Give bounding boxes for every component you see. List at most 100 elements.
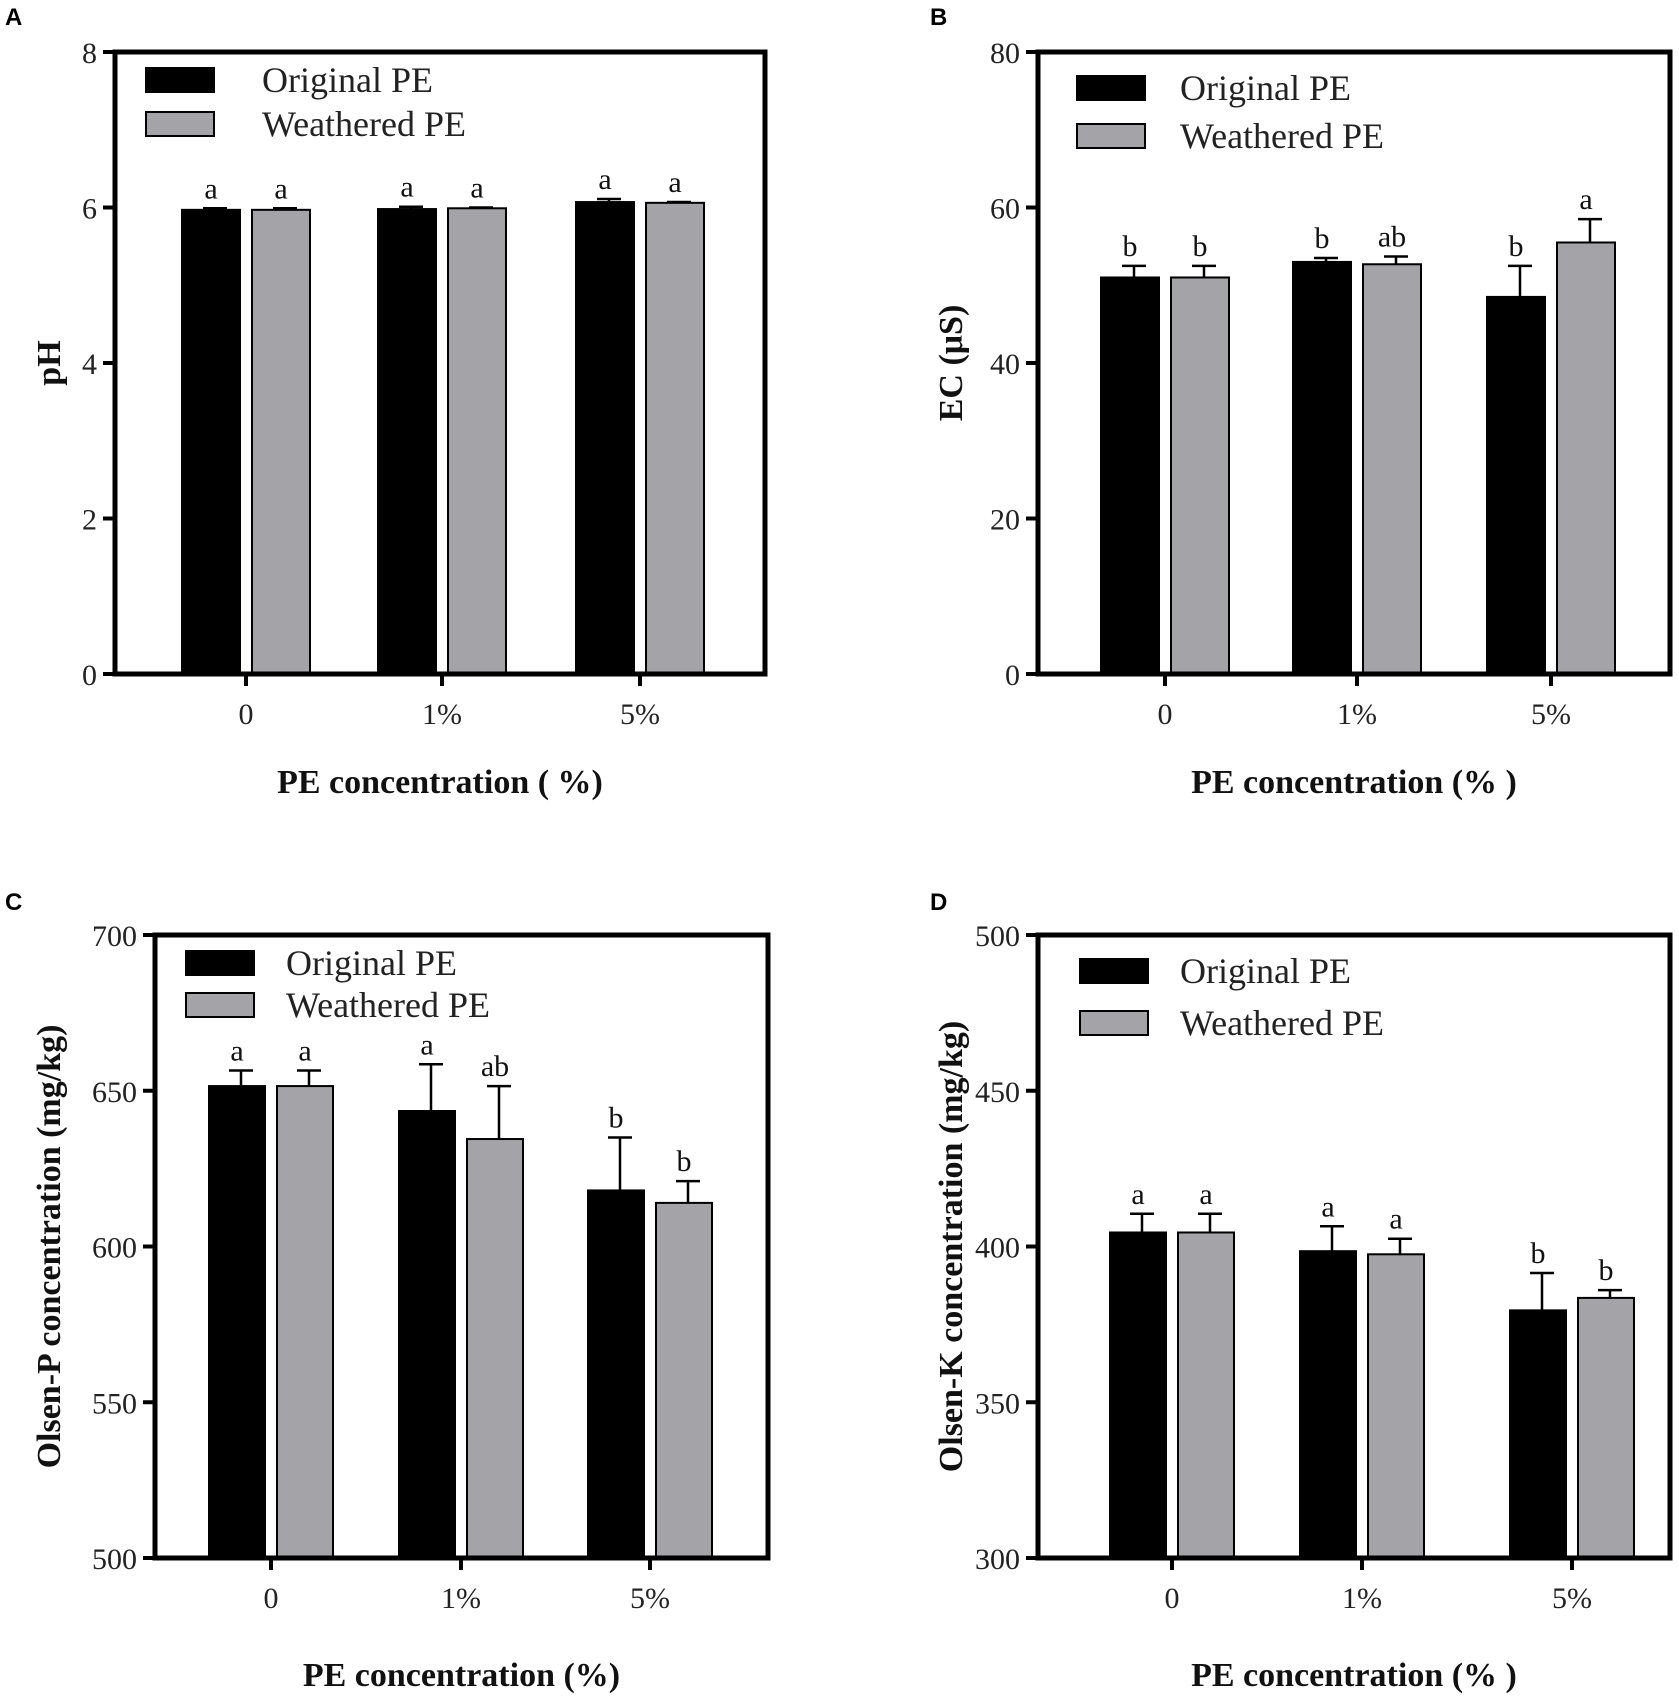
x-axis-title: PE concentration (%) bbox=[303, 1657, 620, 1694]
bar bbox=[208, 1085, 266, 1559]
bar bbox=[1109, 1231, 1167, 1560]
chart-panel-b: Bb b b b ab a 0 20 40 60 80 0 1% 5% PE concentration (… bbox=[930, 4, 1673, 801]
bar bbox=[181, 208, 241, 676]
significance-letter: a bbox=[400, 171, 413, 204]
bar bbox=[251, 208, 311, 676]
significance-letter: ab bbox=[481, 1050, 509, 1083]
bar bbox=[1177, 1231, 1235, 1560]
y-tick-label: 80 bbox=[990, 37, 1020, 70]
significance-letter: b bbox=[677, 1145, 692, 1178]
y-tick-label: 4 bbox=[82, 348, 97, 381]
x-tick-label: 0 bbox=[1158, 698, 1173, 731]
legend-label: Weathered PE bbox=[1180, 1003, 1384, 1043]
y-tick-label: 500 bbox=[92, 1543, 137, 1576]
bar bbox=[1367, 1253, 1425, 1559]
significance-letter: b bbox=[1193, 230, 1208, 263]
y-tick-label: 400 bbox=[975, 1232, 1020, 1265]
y-tick-label: 0 bbox=[1005, 659, 1020, 692]
legend-label: Original PE bbox=[1180, 68, 1351, 108]
significance-letter: b bbox=[1123, 230, 1138, 263]
x-tick-label: 5% bbox=[630, 1582, 670, 1615]
x-tick-label: 0 bbox=[264, 1582, 279, 1615]
significance-letter: a bbox=[1321, 1190, 1334, 1223]
x-axis-title: PE concentration (% ) bbox=[1191, 764, 1517, 801]
significance-letter: a bbox=[230, 1035, 243, 1068]
bar bbox=[447, 207, 507, 675]
legend-swatch bbox=[185, 950, 255, 976]
panel-label: B bbox=[930, 4, 947, 31]
error-bar bbox=[1598, 1288, 1622, 1298]
x-tick-label: 1% bbox=[422, 698, 462, 731]
y-tick-label: 300 bbox=[975, 1543, 1020, 1576]
y-tick-label: 6 bbox=[82, 193, 97, 226]
error-bar bbox=[1130, 1212, 1154, 1233]
bar bbox=[1577, 1296, 1635, 1559]
y-tick-label: 450 bbox=[975, 1076, 1020, 1109]
error-bar bbox=[1530, 1271, 1554, 1311]
y-tick-label: 350 bbox=[975, 1387, 1020, 1420]
y-tick-label: 600 bbox=[92, 1232, 137, 1265]
bar bbox=[575, 201, 635, 675]
legend-swatch bbox=[1076, 75, 1146, 101]
bar bbox=[645, 201, 705, 676]
bar bbox=[587, 1189, 645, 1560]
bar bbox=[1100, 276, 1160, 675]
legend-label: Original PE bbox=[286, 943, 457, 983]
legend-label: Original PE bbox=[262, 60, 433, 100]
bar bbox=[655, 1201, 713, 1559]
significance-letter: a bbox=[1389, 1203, 1402, 1236]
y-tick-label: 650 bbox=[92, 1076, 137, 1109]
error-bar bbox=[469, 206, 493, 209]
x-tick-label: 1% bbox=[1342, 1582, 1382, 1615]
x-tick-label: 0 bbox=[1165, 1582, 1180, 1615]
y-tick-label: 20 bbox=[990, 504, 1020, 537]
y-tick-label: 500 bbox=[975, 920, 1020, 953]
error-bar bbox=[667, 200, 691, 204]
significance-letter: a bbox=[298, 1035, 311, 1068]
x-tick-label: 1% bbox=[1337, 698, 1377, 731]
y-tick-label: 40 bbox=[990, 348, 1020, 381]
error-bar bbox=[597, 197, 621, 203]
error-bar bbox=[1320, 1225, 1344, 1252]
bar bbox=[466, 1138, 524, 1559]
x-axis-title: PE concentration (% ) bbox=[1191, 1657, 1517, 1694]
legend-label: Weathered PE bbox=[286, 985, 490, 1025]
error-bar bbox=[229, 1069, 253, 1087]
error-bar bbox=[1122, 264, 1146, 278]
legend-swatch bbox=[1076, 123, 1146, 149]
significance-letter: b bbox=[1315, 222, 1330, 255]
y-axis-title: EC (μS) bbox=[933, 305, 970, 422]
bar bbox=[1170, 276, 1230, 675]
x-tick-label: 5% bbox=[1552, 1582, 1592, 1615]
significance-letter: b bbox=[1509, 230, 1524, 263]
error-bar bbox=[297, 1069, 321, 1087]
error-bar bbox=[1384, 255, 1408, 265]
y-axis-title: Olsen-P concentration (mg/kg) bbox=[31, 1025, 68, 1469]
error-bar bbox=[399, 205, 423, 210]
y-axis-title: Olsen-K concentration (mg/kg) bbox=[933, 1021, 970, 1472]
y-tick-label: 0 bbox=[82, 659, 97, 692]
significance-letter: a bbox=[204, 172, 217, 205]
significance-letter: ab bbox=[1378, 220, 1406, 253]
error-bar bbox=[1388, 1237, 1412, 1255]
error-bar bbox=[487, 1084, 511, 1140]
significance-letter: b bbox=[609, 1101, 624, 1134]
bar bbox=[377, 208, 437, 675]
legend-swatch bbox=[1079, 1010, 1149, 1036]
error-bar bbox=[1508, 264, 1532, 297]
error-bar bbox=[1578, 217, 1602, 243]
error-bar bbox=[273, 207, 297, 210]
chart-panel-d: Da a b a a b 300 350 400 450 500 0 1% 5% PE concentrat… bbox=[930, 889, 1673, 1694]
x-axis-title: PE concentration ( %) bbox=[277, 764, 603, 801]
bar bbox=[1362, 263, 1422, 675]
significance-letter: a bbox=[274, 172, 287, 205]
legend-label: Weathered PE bbox=[1180, 116, 1384, 156]
bar bbox=[1292, 260, 1352, 675]
significance-letter: b bbox=[1599, 1254, 1614, 1287]
bar bbox=[398, 1109, 456, 1560]
bar bbox=[276, 1085, 334, 1559]
bar bbox=[1556, 241, 1616, 676]
x-tick-label: 5% bbox=[1531, 698, 1571, 731]
